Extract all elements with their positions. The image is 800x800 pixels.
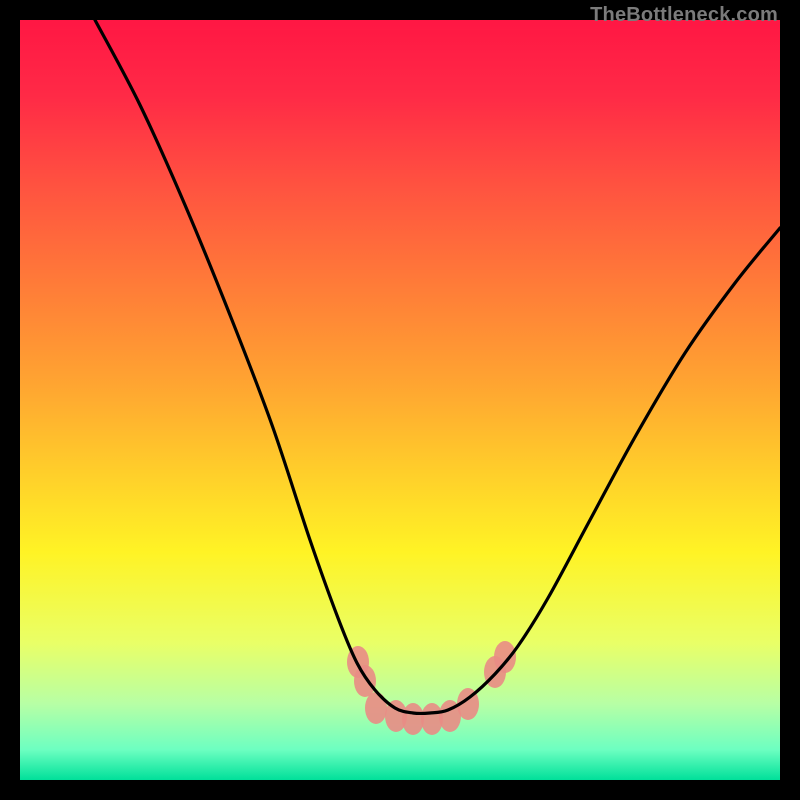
chart-stage: TheBottleneck.com: [0, 0, 800, 800]
marker-1: [354, 665, 376, 697]
marker-2: [365, 692, 387, 724]
chart-svg: [0, 0, 800, 800]
watermark-text: TheBottleneck.com: [590, 4, 778, 27]
marker-9: [494, 641, 516, 673]
marker-4: [402, 703, 424, 735]
plot-background: [20, 20, 780, 780]
